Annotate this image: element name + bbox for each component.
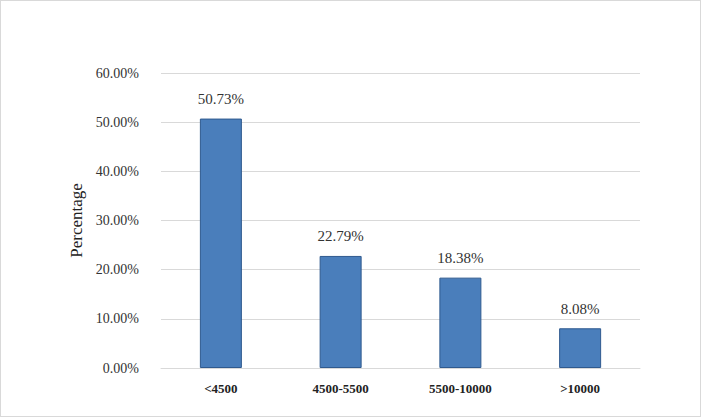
svg-text:22.79%: 22.79%	[318, 228, 364, 244]
svg-text:8.08%: 8.08%	[561, 301, 600, 317]
svg-text:0.00%: 0.00%	[103, 361, 140, 376]
svg-text:10.00%: 10.00%	[96, 311, 140, 326]
svg-text:<4500: <4500	[204, 381, 237, 396]
svg-text:30.00%: 30.00%	[96, 213, 140, 228]
svg-text:60.00%: 60.00%	[96, 66, 140, 81]
svg-text:20.00%: 20.00%	[96, 262, 140, 277]
svg-text:18.38%: 18.38%	[437, 250, 483, 266]
svg-text:4500-5500: 4500-5500	[312, 381, 368, 396]
svg-text:5500-10000: 5500-10000	[429, 381, 492, 396]
svg-text:50.73%: 50.73%	[198, 91, 244, 107]
svg-text:50.00%: 50.00%	[96, 115, 140, 130]
svg-text:Percentage: Percentage	[67, 183, 86, 258]
svg-text:>10000: >10000	[560, 381, 600, 396]
svg-text:40.00%: 40.00%	[96, 164, 140, 179]
